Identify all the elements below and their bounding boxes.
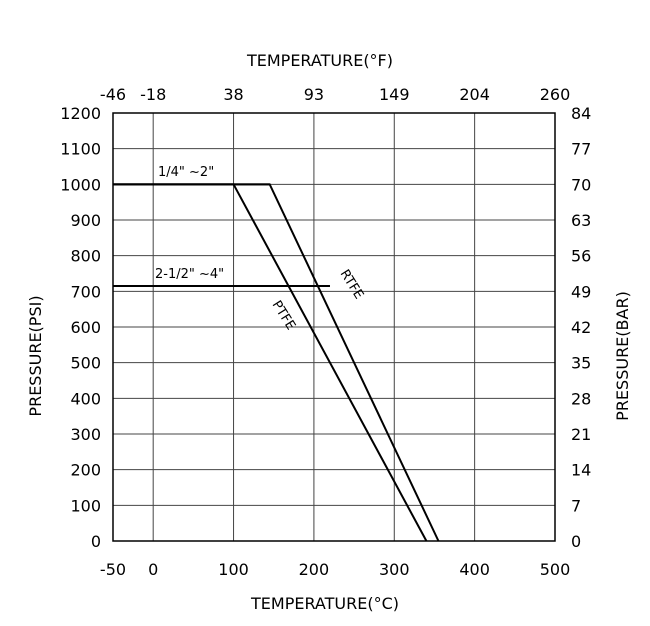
y-tick-label-right: 28 bbox=[571, 389, 591, 408]
y-tick-label-right: 63 bbox=[571, 211, 591, 230]
x-tick-label-bottom: -50 bbox=[100, 560, 126, 579]
y-tick-label-right: 42 bbox=[571, 318, 591, 337]
y-axis-title-left: PRESSURE(PSI) bbox=[26, 295, 45, 416]
y-axis-title-right: PRESSURE(BAR) bbox=[613, 291, 632, 421]
x-tick-label-bottom: 400 bbox=[459, 560, 490, 579]
x-tick-label-top: -18 bbox=[140, 85, 166, 104]
y-tick-label-right: 56 bbox=[571, 247, 591, 266]
y-tick-label-left: 700 bbox=[70, 282, 101, 301]
y-tick-label-left: 0 bbox=[91, 532, 101, 551]
series-layer bbox=[113, 183, 440, 542]
series-line-rtfe bbox=[113, 183, 440, 542]
y-tick-label-left: 1100 bbox=[60, 140, 101, 159]
y-tick-label-right: 14 bbox=[571, 461, 591, 480]
y-tick-label-left: 300 bbox=[70, 425, 101, 444]
x-tick-label-bottom: 100 bbox=[218, 560, 249, 579]
x-tick-label-bottom: 0 bbox=[148, 560, 158, 579]
x-tick-label-top: 93 bbox=[304, 85, 324, 104]
x-tick-label-bottom: 300 bbox=[379, 560, 410, 579]
size-label-two-half-to-four: 2-1/2" ~4" bbox=[155, 267, 224, 282]
plot-frame bbox=[112, 112, 556, 542]
x-axis-title-top: TEMPERATURE(°F) bbox=[246, 51, 393, 70]
y-tick-label-left: 100 bbox=[70, 496, 101, 515]
y-tick-label-left: 900 bbox=[70, 211, 101, 230]
y-tick-label-left: 500 bbox=[70, 354, 101, 373]
y-tick-label-left: 200 bbox=[70, 461, 101, 480]
y-tick-label-right: 0 bbox=[571, 532, 581, 551]
y-tick-label-right: 84 bbox=[571, 104, 591, 123]
x-tick-label-top: 38 bbox=[223, 85, 243, 104]
y-tick-label-left: 400 bbox=[70, 389, 101, 408]
size-label-quarter-to-two: 1/4" ~2" bbox=[158, 165, 214, 180]
x-tick-label-top: 204 bbox=[459, 85, 490, 104]
y-tick-label-right: 35 bbox=[571, 354, 591, 373]
y-tick-label-right: 49 bbox=[571, 282, 591, 301]
x-tick-label-bottom: 500 bbox=[540, 560, 571, 579]
x-tick-label-bottom: 200 bbox=[299, 560, 330, 579]
y-tick-label-left: 800 bbox=[70, 247, 101, 266]
series-label-ptfe: PTFE bbox=[269, 298, 298, 333]
tick-layer: -50 0 100 200 300 400 500 -46 -18 38 93 149 204 260 0 1… bbox=[60, 85, 591, 579]
y-tick-label-left: 1000 bbox=[60, 175, 101, 194]
y-tick-label-right: 7 bbox=[571, 496, 581, 515]
series-label-rtfe: RTFE bbox=[337, 267, 367, 302]
grid-layer bbox=[113, 113, 555, 541]
y-tick-label-left: 1200 bbox=[60, 104, 101, 123]
x-axis-title-bottom: TEMPERATURE(°C) bbox=[250, 594, 399, 613]
y-tick-label-right: 77 bbox=[571, 140, 591, 159]
y-tick-label-left: 600 bbox=[70, 318, 101, 337]
x-tick-label-top: -46 bbox=[100, 85, 126, 104]
y-tick-label-right: 70 bbox=[571, 175, 591, 194]
x-tick-label-top: 149 bbox=[379, 85, 410, 104]
y-tick-label-right: 21 bbox=[571, 425, 591, 444]
x-tick-label-top: 260 bbox=[540, 85, 571, 104]
